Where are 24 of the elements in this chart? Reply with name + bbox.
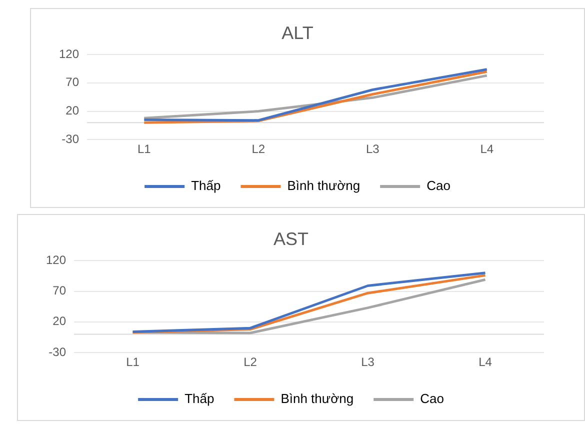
- chart-title: ALT: [282, 22, 314, 43]
- y-tick-label: 70: [52, 284, 66, 298]
- y-tick-label: 70: [66, 75, 80, 90]
- legend-label: Cao: [426, 178, 450, 194]
- y-tick-label: -30: [62, 132, 80, 146]
- x-tick-label: L1: [126, 355, 140, 370]
- x-tick-label: L2: [244, 355, 258, 370]
- legend-label: Bình thường: [280, 391, 354, 406]
- legend-label: Cao: [420, 391, 444, 406]
- y-tick-label: 20: [52, 314, 66, 328]
- x-tick-label: L2: [252, 142, 266, 156]
- chart-title: AST: [273, 228, 309, 249]
- x-tick-label: L4: [478, 355, 492, 370]
- y-tick-label: 120: [58, 46, 80, 61]
- y-tick-label: 20: [66, 104, 80, 118]
- legend-label: Bình thường: [287, 178, 360, 194]
- y-tick-label: 120: [46, 252, 66, 267]
- legend-label: Thấp: [191, 178, 221, 194]
- x-tick-label: L3: [361, 355, 375, 370]
- legend-label: Thấp: [184, 391, 214, 406]
- x-tick-label: L3: [366, 142, 380, 156]
- y-tick-label: -30: [48, 344, 66, 359]
- x-tick-label: L4: [480, 142, 494, 156]
- x-tick-label: L1: [137, 142, 152, 156]
